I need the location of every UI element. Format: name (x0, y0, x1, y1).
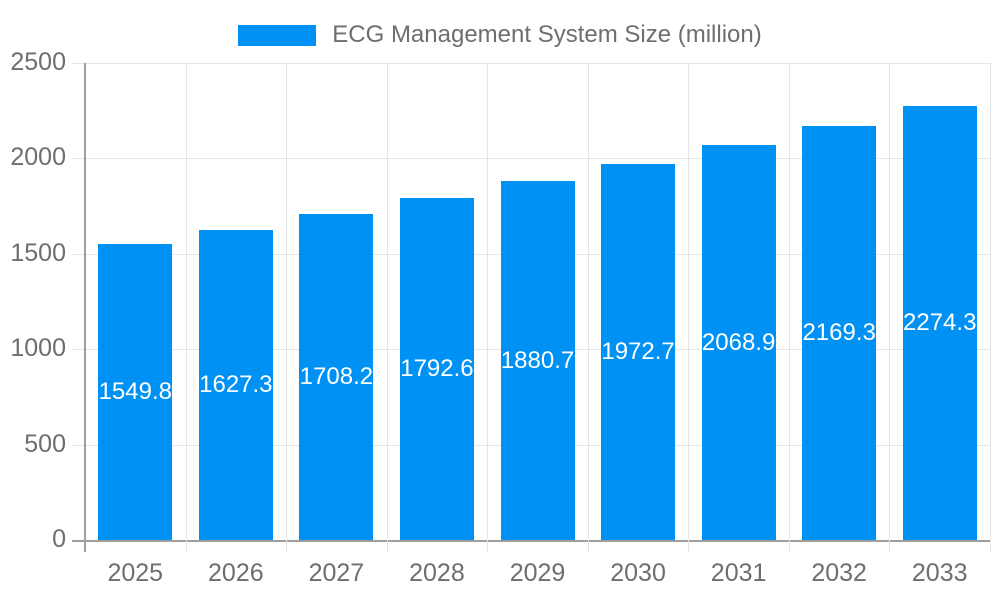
gridline-horizontal (72, 158, 990, 160)
y-axis-line (84, 63, 86, 552)
x-axis-label-2027: 2027 (308, 559, 365, 587)
bar-value-label-2028: 1792.6 (400, 354, 474, 382)
y-axis-label: 500 (24, 429, 66, 458)
x-axis-label-2031: 2031 (710, 559, 767, 587)
x-axis-line (72, 540, 990, 542)
bar-2031[interactable] (701, 145, 776, 540)
bar-value-label-2025: 1549.8 (98, 378, 172, 406)
bar-value-label-2032: 2169.3 (802, 319, 876, 347)
gridline-vertical (286, 63, 288, 552)
bar-2033[interactable] (902, 106, 977, 540)
bar-value-label-2027: 1708.2 (299, 363, 374, 391)
bar-value-label-2029: 1880.7 (500, 346, 575, 374)
x-axis-label-2028: 2028 (409, 559, 465, 587)
y-axis-label: 0 (52, 525, 66, 553)
legend[interactable]: ECG Management System Size (million) (0, 20, 1000, 50)
x-axis-label-2032: 2032 (811, 559, 867, 587)
gridline-vertical (688, 63, 690, 552)
bar-2027[interactable] (299, 214, 374, 540)
bar-value-label-2031: 2068.9 (701, 328, 776, 356)
x-axis-label-2033: 2033 (911, 559, 968, 587)
bar-2030[interactable] (601, 163, 676, 540)
x-axis-label-2025: 2025 (107, 559, 164, 587)
gridline-vertical (587, 63, 589, 552)
gridline-vertical (487, 63, 489, 552)
bar-value-label-2033: 2274.3 (903, 309, 977, 337)
gridline-vertical (889, 63, 891, 552)
gridline-vertical (185, 63, 187, 552)
y-axis-label: 2500 (10, 48, 66, 76)
x-axis-label-2029: 2029 (509, 559, 566, 587)
x-axis-label-2030: 2030 (610, 559, 666, 587)
gridline-vertical (788, 63, 790, 552)
bar-value-label-2030: 1972.7 (601, 337, 675, 365)
bar-value-label-2026: 1627.3 (199, 370, 273, 398)
bar-2029[interactable] (500, 181, 575, 540)
legend-swatch (238, 24, 317, 46)
legend-label: ECG Management System Size (million) (332, 21, 762, 48)
x-axis-label-2026: 2026 (208, 559, 264, 587)
bar-2032[interactable] (802, 126, 877, 540)
bar-2025[interactable] (98, 244, 173, 540)
bar-2028[interactable] (399, 197, 474, 540)
gridline-vertical (386, 63, 388, 552)
y-axis-label: 2000 (10, 143, 66, 172)
y-axis-label: 1000 (10, 334, 66, 363)
y-axis-label: 1500 (10, 238, 66, 267)
gridline-vertical (990, 63, 991, 552)
gridline-horizontal (72, 63, 990, 64)
bar-2026[interactable] (198, 229, 273, 540)
